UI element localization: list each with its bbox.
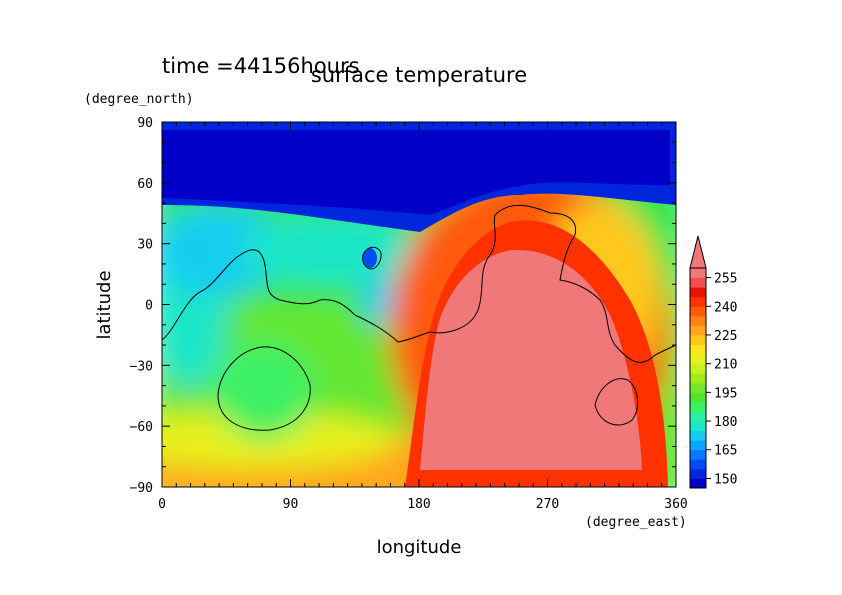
colorbar-swatch [690, 421, 706, 432]
colorbar-swatch [690, 344, 706, 355]
colorbar-swatch [690, 478, 706, 489]
axis-ticks [161, 121, 677, 488]
y-tick-label: 30 [137, 238, 153, 253]
colorbar-swatch [690, 459, 706, 470]
colorbar-swatch [690, 306, 706, 317]
y-tick-label: 0 [145, 299, 153, 314]
colorbar-swatch [690, 440, 706, 451]
colorbar-swatch [690, 468, 706, 479]
colorbar-label: 180 [714, 415, 737, 430]
x-tick-label: 180 [407, 497, 430, 512]
cold-spot [363, 248, 377, 268]
colorbar-swatch [690, 268, 706, 279]
colorbar-swatch [690, 401, 706, 412]
colorbar-swatch [690, 277, 706, 288]
y-tick-label: −30 [130, 359, 153, 374]
colorbar-swatch [690, 363, 706, 374]
x-axis-label: longitude [377, 537, 462, 558]
colorbar-swatch [690, 430, 706, 441]
y-axis-label: latitude [94, 270, 115, 339]
colorbar-extend-arrow [689, 235, 707, 269]
colorbar-swatch [690, 449, 706, 460]
colorbar-swatch [690, 315, 706, 326]
temperature-field [162, 122, 676, 487]
subtitle: time =44156hours [162, 54, 360, 78]
colorbar-label: 165 [714, 444, 737, 459]
colorbar-swatch [690, 334, 706, 346]
colorbar-swatch [690, 325, 706, 336]
chart-title: surface temperature [311, 63, 527, 87]
colorbar-swatch [690, 287, 706, 298]
x-tick-label: 270 [536, 497, 559, 512]
colorbar-swatch [690, 373, 706, 384]
y-tick-label: −90 [130, 481, 153, 496]
x-tick-label: 90 [283, 497, 299, 512]
y-tick-label: 90 [137, 116, 153, 131]
x-tick-label: 0 [158, 497, 166, 512]
colorbar-frame [689, 267, 707, 489]
colorbar-swatch [690, 392, 706, 403]
colorbar-label: 150 [714, 472, 737, 487]
colorbar-swatch [690, 296, 706, 307]
colorbar-label: 240 [714, 300, 737, 315]
x-unit-label: (degree_east) [585, 515, 687, 530]
colorbar-swatch [690, 411, 706, 422]
polar-core [162, 130, 670, 215]
y-tick-label: 60 [137, 177, 153, 192]
colorbar-label: 225 [714, 329, 737, 344]
colorbar-label: 255 [714, 272, 737, 287]
colorbar-swatch [690, 354, 706, 365]
warm-region-core [420, 249, 642, 470]
colorbar-label: 210 [714, 358, 737, 373]
colorbar-swatch [690, 382, 706, 393]
y-tick-label: −60 [130, 420, 153, 435]
colorbar-label: 195 [714, 386, 737, 401]
coastlines [161, 204, 677, 431]
y-unit-label: (degree_north) [84, 92, 194, 107]
x-tick-label: 360 [664, 497, 687, 512]
colorbar [689, 235, 707, 489]
